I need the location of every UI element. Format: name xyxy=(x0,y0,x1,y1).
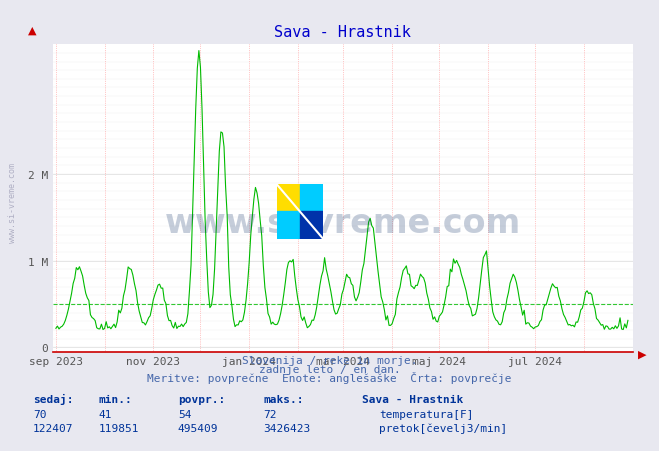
Text: Sava - Hrastnik: Sava - Hrastnik xyxy=(362,394,464,404)
Bar xyxy=(277,212,300,239)
Text: ▶: ▶ xyxy=(638,350,646,359)
Text: temperatura[F]: temperatura[F] xyxy=(379,409,473,419)
Text: povpr.:: povpr.: xyxy=(178,394,225,404)
Bar xyxy=(300,185,323,212)
Text: Slovenija / reke in morje.: Slovenija / reke in morje. xyxy=(242,355,417,365)
Title: Sava - Hrastnik: Sava - Hrastnik xyxy=(274,25,411,40)
Text: 54: 54 xyxy=(178,409,191,419)
Text: sedaj:: sedaj: xyxy=(33,393,73,404)
Text: 3426423: 3426423 xyxy=(264,423,311,433)
Text: 72: 72 xyxy=(264,409,277,419)
Text: Meritve: povprečne  Enote: anglešaške  Črta: povprečje: Meritve: povprečne Enote: anglešaške Črt… xyxy=(147,371,512,383)
Text: 70: 70 xyxy=(33,409,46,419)
Text: 495409: 495409 xyxy=(178,423,218,433)
Text: pretok[čevelj3/min]: pretok[čevelj3/min] xyxy=(379,422,507,433)
Text: maks.:: maks.: xyxy=(264,394,304,404)
Text: ▲: ▲ xyxy=(28,26,36,36)
Text: 122407: 122407 xyxy=(33,423,73,433)
Bar xyxy=(300,212,323,239)
Text: 119851: 119851 xyxy=(99,423,139,433)
Text: min.:: min.: xyxy=(99,394,132,404)
Bar xyxy=(277,185,300,212)
Text: 41: 41 xyxy=(99,409,112,419)
Text: www.si-vreme.com: www.si-vreme.com xyxy=(165,207,521,239)
Text: www.si-vreme.com: www.si-vreme.com xyxy=(8,163,17,243)
Text: zadnje leto / en dan.: zadnje leto / en dan. xyxy=(258,364,401,374)
